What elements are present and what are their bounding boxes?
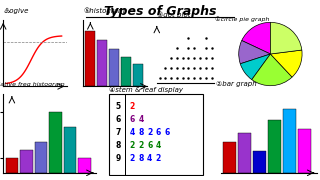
Bar xyxy=(78,158,91,173)
Text: 2: 2 xyxy=(130,141,135,150)
Bar xyxy=(6,158,18,173)
Wedge shape xyxy=(252,54,292,86)
Text: Types of Graphs: Types of Graphs xyxy=(104,5,216,18)
Bar xyxy=(49,112,61,173)
Text: 2: 2 xyxy=(130,102,135,111)
Text: 6: 6 xyxy=(147,141,152,150)
Text: 2: 2 xyxy=(156,154,161,163)
Bar xyxy=(35,142,47,173)
Bar xyxy=(284,109,296,173)
Text: 8: 8 xyxy=(138,128,144,137)
Bar xyxy=(299,129,311,173)
Text: 6: 6 xyxy=(156,128,161,137)
Text: relative freq histogram: relative freq histogram xyxy=(0,82,65,87)
Bar xyxy=(85,31,95,86)
Text: 6: 6 xyxy=(115,115,121,124)
Bar xyxy=(97,40,107,86)
Wedge shape xyxy=(242,22,270,54)
Text: ④stem & leaf display: ④stem & leaf display xyxy=(109,86,183,93)
Wedge shape xyxy=(240,54,270,80)
Text: ⑤histogram: ⑤histogram xyxy=(83,8,125,14)
Bar xyxy=(121,57,131,86)
Wedge shape xyxy=(270,50,302,77)
Text: 8: 8 xyxy=(115,141,121,150)
Text: 9: 9 xyxy=(115,154,121,163)
Text: 2: 2 xyxy=(138,141,144,150)
Text: 8: 8 xyxy=(138,154,144,163)
Text: 5: 5 xyxy=(115,102,120,111)
Text: 7: 7 xyxy=(115,128,121,137)
Text: ②bar graph: ②bar graph xyxy=(216,81,257,87)
Bar xyxy=(268,120,281,173)
Text: 6: 6 xyxy=(164,128,170,137)
Text: 4: 4 xyxy=(130,128,135,137)
Text: 4: 4 xyxy=(138,115,144,124)
Bar xyxy=(253,151,266,173)
Bar xyxy=(238,133,251,173)
Text: 2: 2 xyxy=(147,128,152,137)
Text: ③dot plot: ③dot plot xyxy=(157,12,190,19)
Bar xyxy=(223,142,236,173)
Bar xyxy=(109,49,119,86)
Text: ♷ogive: ♷ogive xyxy=(3,8,28,14)
Wedge shape xyxy=(239,40,270,64)
Wedge shape xyxy=(270,22,302,54)
Text: 6: 6 xyxy=(130,115,135,124)
Text: 4: 4 xyxy=(156,141,161,150)
Bar xyxy=(20,150,33,173)
Bar xyxy=(64,127,76,173)
Text: ①circle pie graph: ①circle pie graph xyxy=(215,16,269,22)
Text: 4: 4 xyxy=(147,154,152,163)
Text: 2: 2 xyxy=(130,154,135,163)
Bar xyxy=(133,64,143,86)
